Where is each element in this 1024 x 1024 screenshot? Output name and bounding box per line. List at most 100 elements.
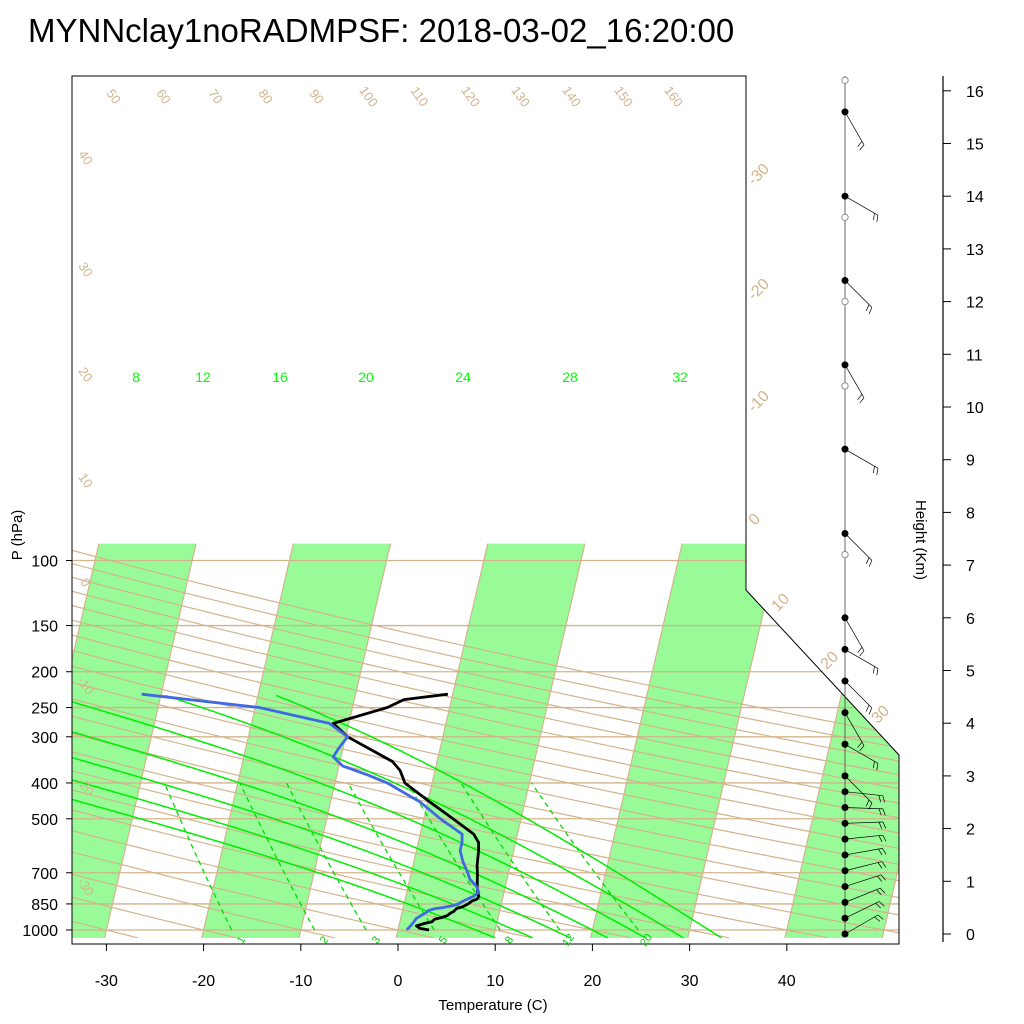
moist-adiabat-line <box>72 694 533 939</box>
moist-adiabat-line <box>72 694 609 939</box>
dry-adiabat-line <box>72 543 899 939</box>
height-tick-label: 4 <box>966 716 975 733</box>
moist-adiabat-label: 12 <box>195 369 211 385</box>
moist-adiabat-line <box>276 694 722 939</box>
mixing-ratio-label: 2 <box>318 934 331 946</box>
dry-adiabat-line <box>72 543 899 939</box>
moist-adiabat-label: 8 <box>132 369 140 385</box>
moist-adiabat-label: 20 <box>358 369 374 385</box>
dry-adiabat-line <box>72 543 336 939</box>
isotherm-line <box>103 543 197 938</box>
mixing-ratio-label: 20 <box>638 932 655 949</box>
moist-adiabat-lines <box>72 694 722 939</box>
height-tick-label: 9 <box>966 453 975 470</box>
height-tick-label: 15 <box>966 137 984 154</box>
wind-level-dot <box>841 804 849 812</box>
height-axis-label: Height (Km) <box>912 500 929 580</box>
wind-barb <box>844 280 873 308</box>
wind-barb <box>844 901 880 919</box>
wind-barb <box>844 533 873 561</box>
wind-level-dot <box>841 677 849 685</box>
moist-adiabat-label: 16 <box>272 369 288 385</box>
isotherm-line <box>589 543 683 938</box>
wind-level-dot <box>841 898 849 906</box>
dry-adiabat-line <box>72 543 237 939</box>
isotherm-label: 10 <box>769 590 794 615</box>
height-tick-label: 1 <box>966 874 975 891</box>
wind-level-dot <box>841 867 849 875</box>
dry-adiabat-line <box>72 543 899 939</box>
mixing-ratio-line <box>239 782 316 931</box>
isotherm-line <box>72 543 100 938</box>
temperature-tick-label: 20 <box>584 973 602 990</box>
mixing-ratio-label: 1 <box>235 934 248 946</box>
dry-adiabat-line <box>72 543 899 939</box>
dry-adiabat-label: 70 <box>205 86 226 106</box>
height-tick-label: 2 <box>966 822 975 839</box>
isotherm-line <box>201 543 294 938</box>
pressure-tick-label: 400 <box>31 776 58 793</box>
wind-barb <box>844 791 883 797</box>
dry-adiabat-line <box>72 543 899 939</box>
wind-level-dot <box>841 819 849 827</box>
pressure-tick-label: 100 <box>31 554 58 571</box>
isotherm-band <box>784 543 899 938</box>
wind-barb <box>844 834 883 840</box>
sounding-profiles <box>141 692 481 932</box>
chart-title: MYNNclay1noRADMPSF: 2018-03-02_16:20:00 <box>28 12 734 49</box>
wind-barb <box>844 775 873 804</box>
temperature-axis: -30 -20 -10 0 10 20 30 40 <box>95 944 796 990</box>
mixing-ratio-label: 3 <box>370 934 383 946</box>
dry-adiabat-line <box>72 543 533 939</box>
moist-adiabat-line <box>72 694 646 939</box>
pressure-tick-label: 200 <box>31 665 58 682</box>
height-tick-label: 3 <box>966 769 975 786</box>
pressure-tick-label: 1000 <box>22 923 58 940</box>
isotherm-line <box>492 543 586 938</box>
isotherm-label: -20 <box>745 276 773 304</box>
dry-adiabat-label: 10 <box>75 470 96 490</box>
height-tick-label: 5 <box>966 664 975 681</box>
wind-level-dot <box>841 361 849 369</box>
wind-level-dot <box>841 277 849 285</box>
pressure-tick-label: 300 <box>31 730 58 747</box>
wind-level-dot <box>841 614 849 622</box>
isotherm-label: -10 <box>745 388 773 416</box>
moist-adiabat-label: 32 <box>672 369 688 385</box>
wind-barb <box>844 887 881 903</box>
dry-adiabat-label: 20 <box>75 364 96 384</box>
moist-adiabat-line <box>165 694 684 939</box>
wind-barb <box>844 914 879 935</box>
isotherm-label: -30 <box>745 161 773 189</box>
dry-adiabat-line <box>72 543 828 939</box>
dry-adiabat-line <box>72 543 899 939</box>
wind-level-dot <box>841 851 849 859</box>
mixing-ratio-line <box>407 782 501 931</box>
dry-adiabat-line <box>72 543 899 939</box>
wind-level-dot <box>841 445 849 453</box>
mixing-ratio-label: 8 <box>503 934 516 946</box>
dry-adiabat-line <box>72 543 899 939</box>
wind-level-open-dot <box>841 382 849 390</box>
dry-adiabat-line <box>72 543 631 939</box>
wind-barb <box>844 821 883 824</box>
height-tick-label: 8 <box>966 505 975 522</box>
moist-adiabat-label: 28 <box>562 369 578 385</box>
pressure-tick-label: 500 <box>31 812 58 829</box>
wind-barb <box>844 861 882 872</box>
pressure-tick-label: 150 <box>31 619 58 636</box>
isotherm-band <box>396 543 585 938</box>
wind-level-dot <box>841 645 849 653</box>
isotherm-line <box>881 543 899 938</box>
height-tick-label: 12 <box>966 295 984 312</box>
mixing-ratio-line <box>163 782 233 931</box>
height-tick-label: 7 <box>966 558 975 575</box>
dry-adiabat-line <box>72 543 899 939</box>
height-tick-label: 16 <box>966 84 984 101</box>
wind-level-dot <box>841 740 849 748</box>
isotherm-label: 0 <box>746 511 764 529</box>
wind-level-dot <box>841 835 849 843</box>
dry-adiabat-line <box>72 543 899 939</box>
temperature-tick-label: 40 <box>778 973 796 990</box>
